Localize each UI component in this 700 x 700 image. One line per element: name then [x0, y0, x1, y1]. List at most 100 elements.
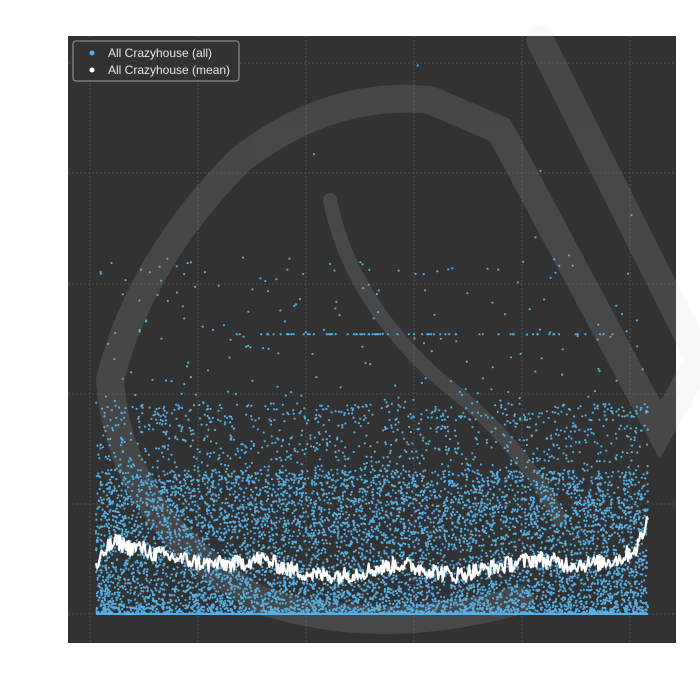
scatter-point — [343, 532, 346, 536]
scatter-point — [127, 601, 130, 604]
scatter-point — [596, 502, 599, 505]
scatter-point — [567, 593, 570, 597]
scatter-point — [400, 581, 403, 584]
scatter-point — [264, 570, 267, 573]
scatter-point — [282, 539, 285, 542]
scatter-point — [411, 609, 414, 613]
scatter-point — [630, 531, 633, 534]
scatter-point — [599, 595, 602, 598]
scatter-point — [619, 507, 622, 510]
scatter-point — [290, 546, 293, 549]
scatter-point — [547, 509, 551, 513]
scatter-point — [283, 579, 286, 582]
scatter-point — [544, 528, 547, 531]
scatter-point — [561, 545, 564, 548]
scatter-point — [272, 542, 275, 545]
scatter-point — [337, 585, 340, 588]
scatter-point — [483, 610, 486, 613]
scatter-point — [627, 543, 630, 546]
scatter-point — [106, 602, 109, 605]
scatter-point — [166, 472, 169, 475]
scatter-point — [365, 493, 368, 496]
scatter-point — [414, 539, 417, 542]
scatter-point — [580, 582, 583, 585]
scatter-point — [545, 510, 548, 513]
scatter-point — [215, 573, 218, 576]
scatter-point — [328, 485, 331, 488]
scatter-point — [568, 482, 571, 485]
scatter-point — [292, 520, 295, 523]
scatter-point — [298, 560, 301, 563]
scatter-point — [524, 522, 527, 525]
scatter-point — [296, 595, 300, 598]
scatter-point — [376, 537, 379, 541]
scatter-point — [203, 543, 206, 546]
scatter-point — [271, 533, 274, 536]
scatter-point — [444, 537, 447, 540]
scatter-point — [120, 600, 123, 603]
scatter-point — [360, 469, 363, 472]
scatter-point — [142, 570, 145, 573]
scatter-point — [472, 480, 475, 483]
scatter-point — [298, 532, 302, 535]
scatter-point — [619, 475, 622, 478]
scatter-point — [129, 599, 132, 602]
scatter-point — [635, 512, 638, 516]
scatter-point — [336, 563, 339, 567]
scatter-point — [467, 498, 470, 501]
scatter-point — [446, 572, 449, 575]
scatter-point — [414, 497, 417, 501]
scatter-point — [244, 607, 248, 610]
scatter-point — [322, 542, 325, 545]
scatter-point — [515, 608, 518, 611]
scatter-point — [579, 589, 583, 592]
scatter-point — [188, 611, 191, 614]
scatter-point — [508, 528, 511, 532]
scatter-point — [447, 473, 450, 477]
scatter-point — [254, 472, 257, 476]
scatter-point — [118, 591, 121, 594]
scatter-point — [449, 606, 452, 609]
scatter-point — [360, 579, 363, 583]
scatter-point — [157, 504, 160, 507]
scatter-point — [321, 593, 324, 596]
scatter-point — [633, 519, 636, 522]
scatter-point — [547, 608, 550, 611]
scatter-point — [357, 501, 360, 504]
scatter-point — [116, 524, 119, 527]
scatter-point — [145, 577, 148, 580]
scatter-point — [108, 556, 111, 559]
scatter-point — [357, 598, 360, 601]
scatter-point — [547, 536, 550, 539]
scatter-point — [382, 575, 385, 578]
scatter-point — [145, 523, 148, 526]
scatter-point — [410, 607, 413, 610]
scatter-point — [454, 587, 457, 590]
scatter-point — [321, 608, 325, 611]
scatter-point — [639, 605, 642, 608]
scatter-point — [242, 577, 245, 580]
scatter-point — [380, 593, 383, 596]
scatter-point — [640, 542, 643, 545]
scatter-point — [175, 600, 178, 603]
scatter-point — [119, 576, 122, 579]
scatter-point — [550, 574, 553, 578]
scatter-point — [258, 589, 261, 593]
scatter-point — [609, 592, 612, 595]
scatter-point — [578, 502, 582, 505]
scatter-point — [110, 580, 113, 584]
scatter-point — [441, 543, 444, 546]
scatter-point — [418, 549, 421, 552]
scatter-point — [458, 595, 461, 598]
scatter-point — [441, 527, 444, 530]
scatter-point — [172, 487, 175, 490]
scatter-point — [506, 608, 509, 611]
scatter-point — [377, 554, 380, 557]
scatter-point — [325, 539, 328, 542]
scatter-point — [370, 528, 373, 532]
scatter-point — [474, 508, 477, 511]
scatter-point — [578, 600, 581, 604]
scatter-point — [230, 586, 233, 589]
scatter-point — [434, 470, 437, 473]
scatter-point — [327, 527, 330, 530]
